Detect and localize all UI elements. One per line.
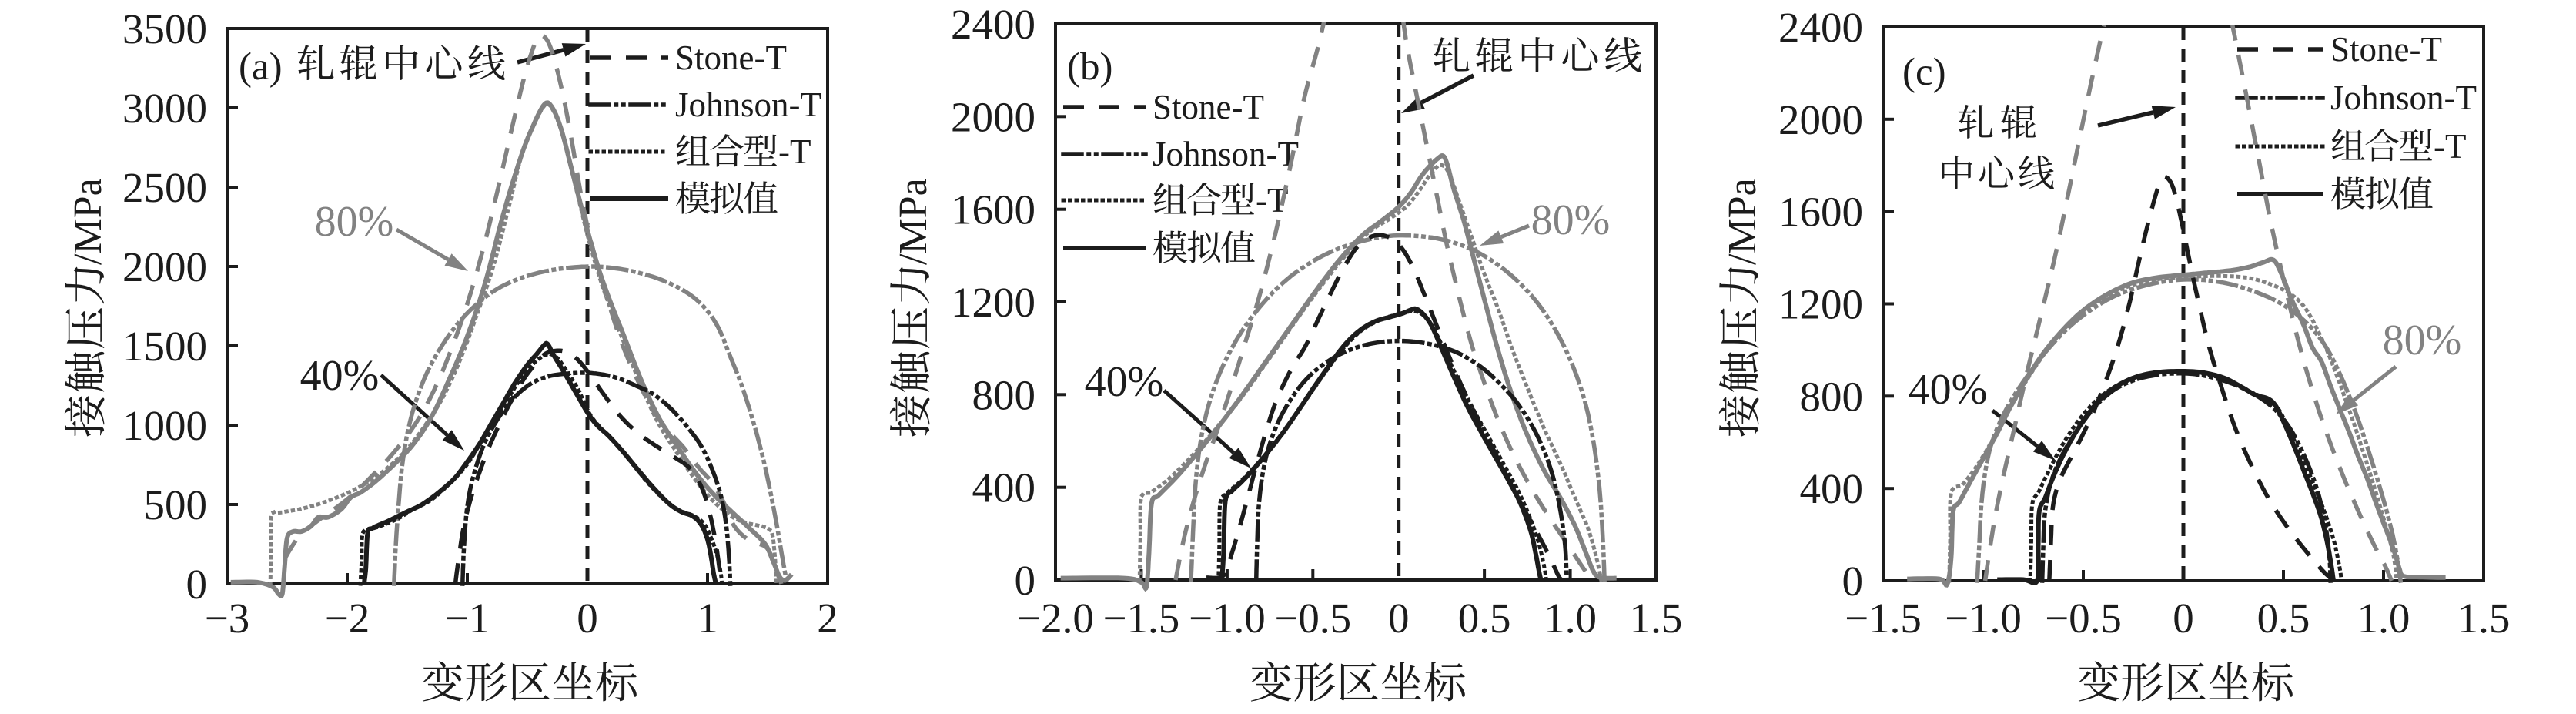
svg-text:Stone-T: Stone-T [675, 39, 787, 77]
svg-text:0: 0 [186, 561, 208, 608]
svg-text:Stone-T: Stone-T [1153, 88, 1264, 126]
svg-text:1600: 1600 [951, 186, 1035, 233]
svg-text:2000: 2000 [951, 93, 1035, 140]
svg-text:1000: 1000 [122, 402, 207, 449]
svg-text:2000: 2000 [122, 243, 207, 290]
svg-text:500: 500 [144, 481, 208, 528]
svg-text:1200: 1200 [951, 279, 1035, 326]
svg-text:(c): (c) [1902, 51, 1946, 94]
svg-text:0: 0 [577, 595, 598, 642]
svg-text:/MPa: /MPa [892, 178, 935, 265]
svg-text:400: 400 [1800, 465, 1864, 512]
svg-text:−0.5: −0.5 [2045, 595, 2122, 642]
svg-text:−3: −3 [205, 595, 250, 642]
svg-text:40%: 40% [1909, 366, 1988, 414]
svg-text:40%: 40% [300, 352, 380, 400]
svg-text:(b): (b) [1067, 45, 1112, 89]
svg-text:800: 800 [1800, 373, 1864, 420]
svg-text:80%: 80% [2383, 317, 2462, 364]
svg-text:0: 0 [1015, 557, 1036, 604]
svg-text:0.5: 0.5 [2257, 595, 2310, 642]
svg-text:−2.0: −2.0 [1017, 595, 1094, 642]
svg-text:1: 1 [697, 595, 718, 642]
svg-text:80%: 80% [1531, 196, 1611, 244]
svg-text:3500: 3500 [122, 5, 207, 52]
svg-text:−1.0: −1.0 [1189, 595, 1266, 642]
svg-text:2400: 2400 [951, 1, 1035, 48]
svg-text:-T: -T [2434, 127, 2466, 166]
svg-text:−1.0: −1.0 [1945, 595, 2022, 642]
svg-text:3000: 3000 [122, 85, 207, 132]
svg-text:(a): (a) [239, 45, 283, 89]
svg-text:1.0: 1.0 [2357, 595, 2410, 642]
svg-text:Stone-T: Stone-T [2330, 30, 2442, 69]
svg-text:1.5: 1.5 [2457, 595, 2511, 642]
svg-text:2: 2 [817, 595, 838, 642]
svg-text:0: 0 [2173, 595, 2194, 642]
svg-text:−1.5: −1.5 [1103, 595, 1180, 642]
svg-text:-T: -T [778, 132, 811, 171]
svg-text:Johnson-T: Johnson-T [2330, 79, 2477, 117]
svg-text:1.5: 1.5 [1630, 595, 1683, 642]
svg-text:2000: 2000 [1778, 96, 1863, 143]
svg-text:−1.5: −1.5 [1845, 595, 1922, 642]
svg-text:Johnson-T: Johnson-T [675, 85, 821, 124]
svg-text:−0.5: −0.5 [1274, 595, 1351, 642]
svg-text:/MPa: /MPa [1721, 178, 1765, 265]
svg-text:800: 800 [972, 371, 1036, 418]
svg-text:0: 0 [1842, 558, 1864, 605]
svg-text:−2: −2 [325, 595, 370, 642]
svg-text:0.5: 0.5 [1458, 595, 1511, 642]
svg-text:400: 400 [972, 464, 1036, 511]
svg-text:1200: 1200 [1778, 281, 1863, 328]
svg-text:2500: 2500 [122, 164, 207, 211]
svg-text:Johnson-T: Johnson-T [1153, 135, 1299, 173]
svg-text:80%: 80% [315, 198, 394, 246]
svg-text:−1: −1 [445, 595, 490, 642]
svg-text:/MPa: /MPa [66, 178, 110, 265]
svg-text:1.0: 1.0 [1544, 595, 1597, 642]
svg-text:0: 0 [1388, 595, 1410, 642]
svg-text:1500: 1500 [122, 323, 207, 370]
svg-text:40%: 40% [1085, 358, 1164, 406]
svg-text:1600: 1600 [1778, 189, 1863, 236]
svg-text:2400: 2400 [1778, 4, 1863, 51]
